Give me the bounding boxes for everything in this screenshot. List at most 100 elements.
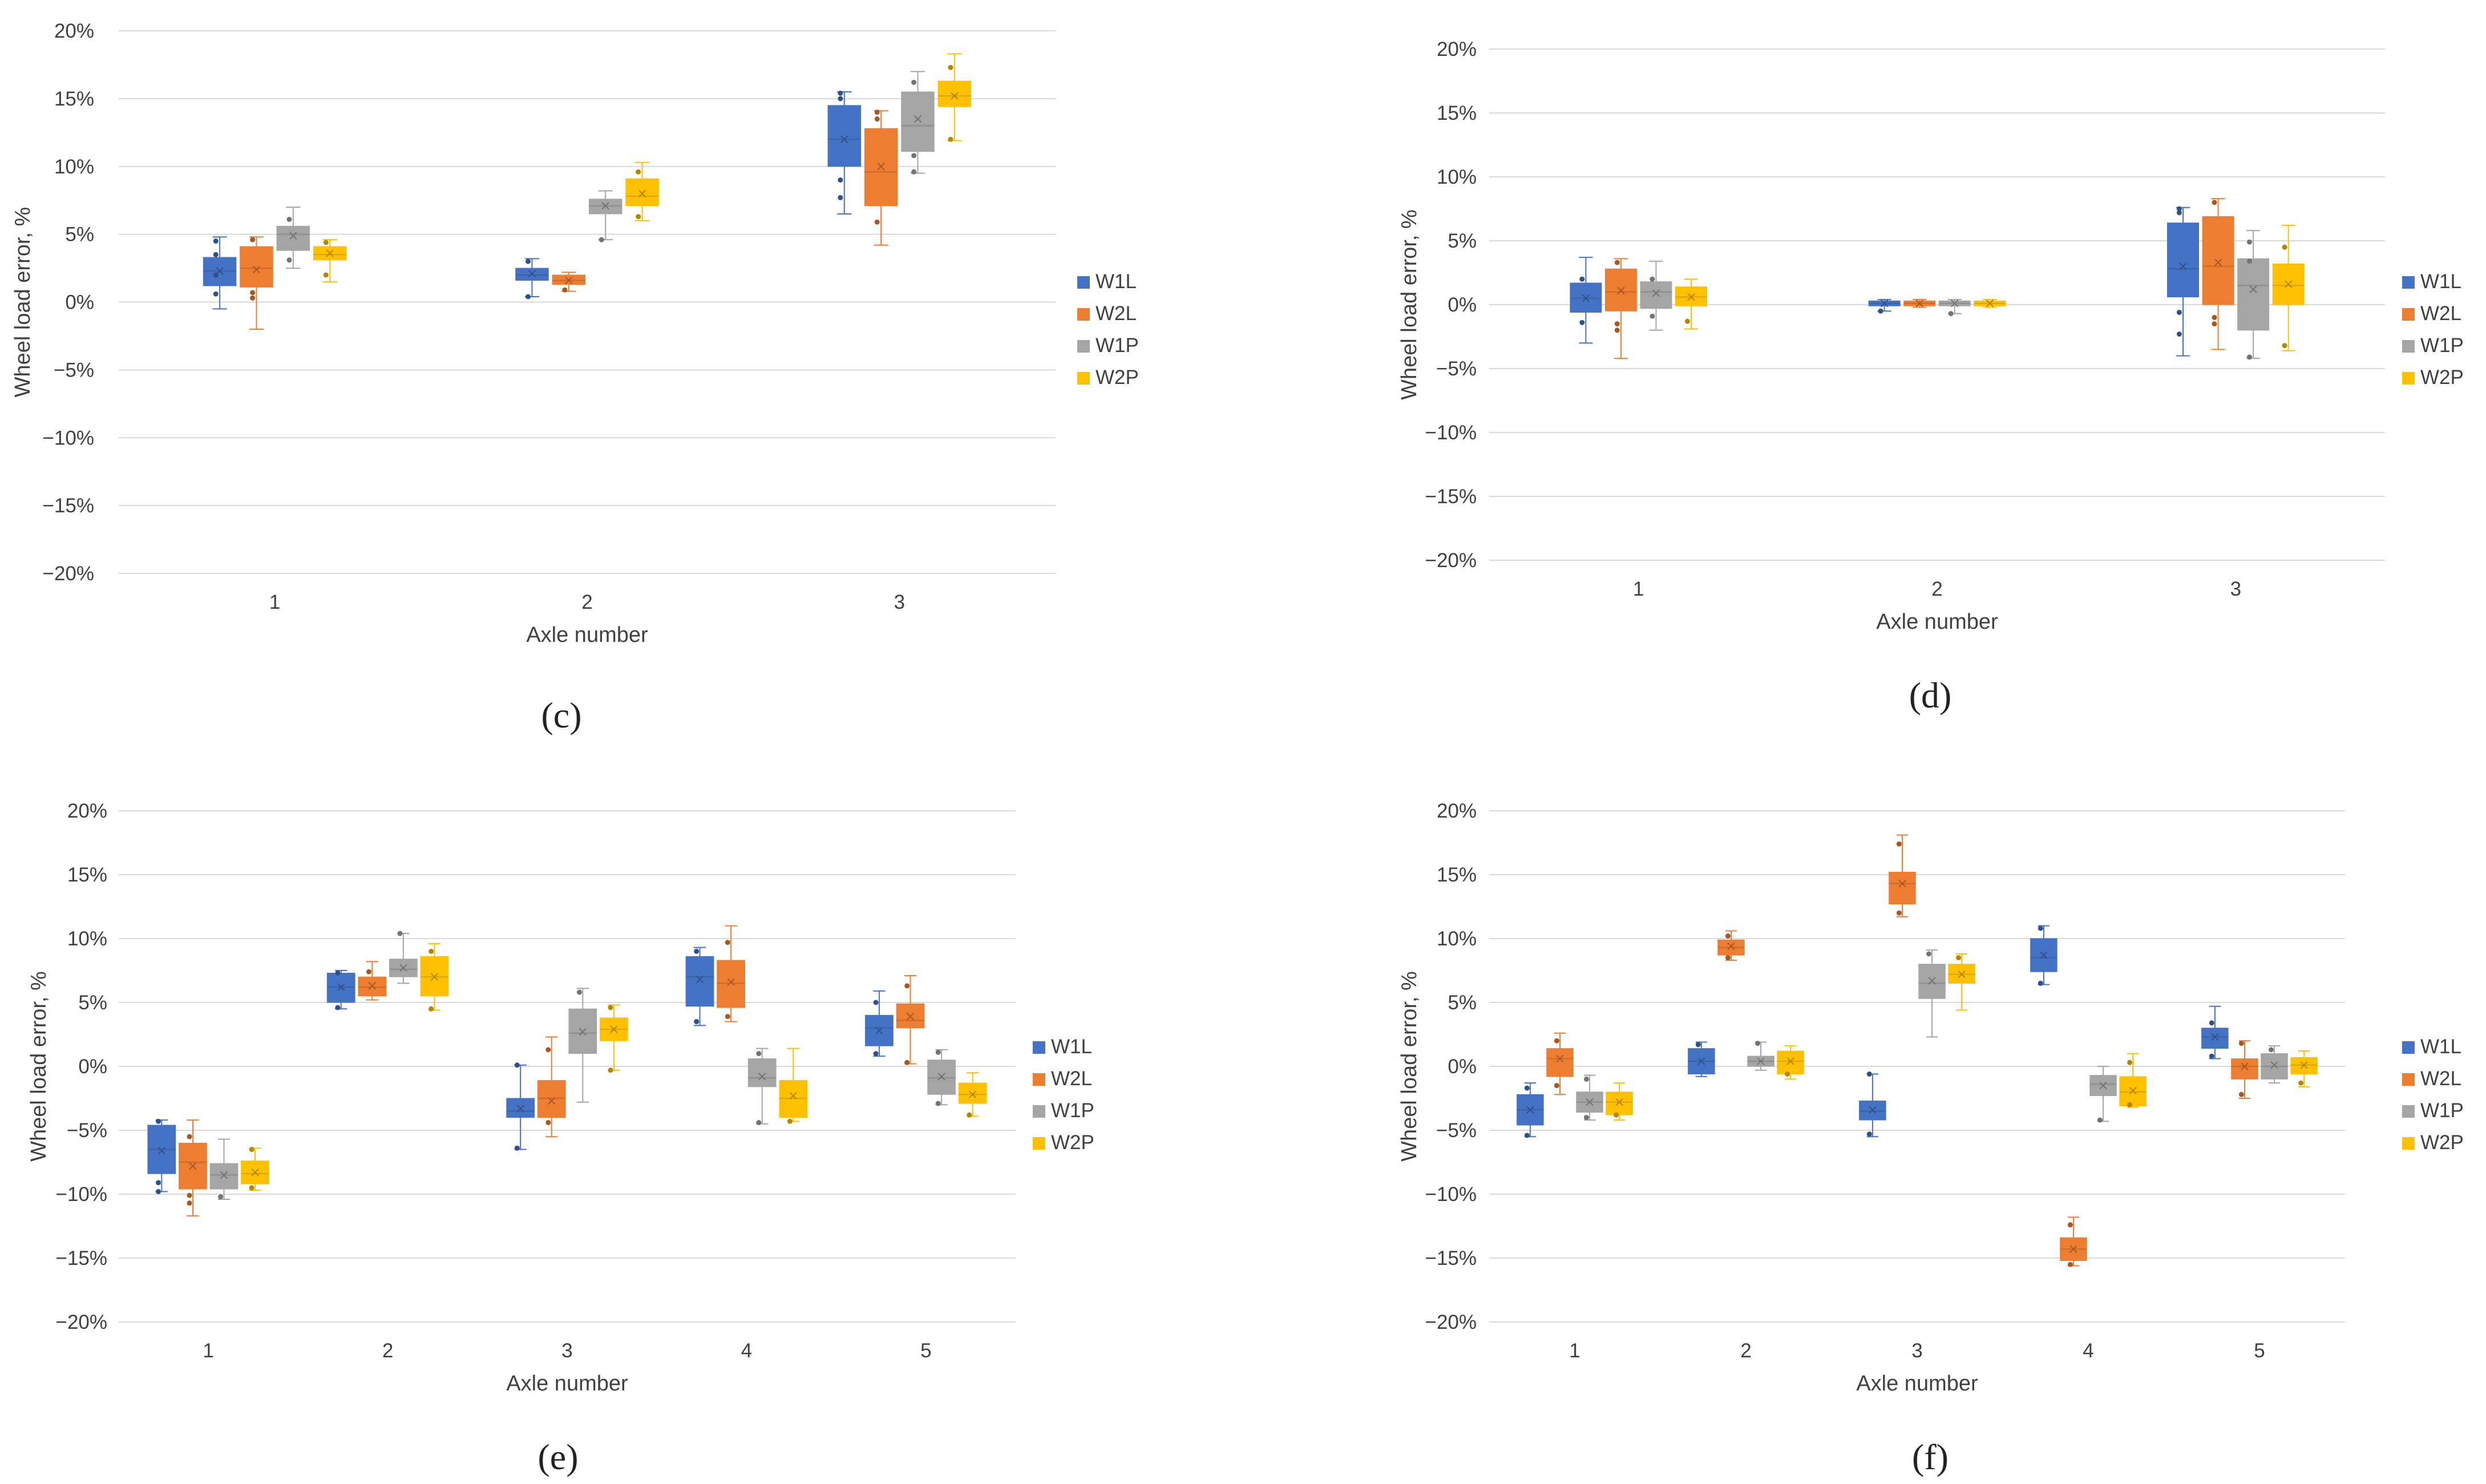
mean-marker [1556,1054,1564,1063]
box-iqr [717,960,745,1008]
mean-marker [1586,1098,1594,1106]
box-W2L-axle-1 [179,1119,207,1217]
box-W1P-axle-3 [2237,230,2270,360]
y-tick-label: −20% [1425,1311,1477,1333]
legend-label-W1L: W1L [1096,270,1137,293]
legend-label-W2P: W2P [1096,366,1139,389]
box-iqr [2237,258,2270,331]
legend-label-W1L: W1L [2420,270,2461,293]
x-tick-label: 2 [1931,578,1942,600]
mean-marker [579,1028,587,1036]
legend-swatch-W1P [2402,340,2415,353]
y-tick-label: −5% [54,359,94,381]
mean-marker [2129,1086,2137,1095]
data-point [429,1006,434,1012]
data-point [608,1067,613,1073]
box-iqr [958,1082,987,1104]
mean-marker [1986,300,1994,308]
mean-marker [875,1026,883,1034]
box-W1P-axle-3 [568,988,597,1103]
box-W2P-axle-3 [2272,225,2305,351]
legend-label-W2L: W2L [2420,302,2461,325]
data-point [1725,933,1731,939]
x-tick-label: 3 [2230,578,2241,600]
data-point [2247,258,2253,264]
data-point [2212,314,2217,320]
data-point [904,983,910,989]
mean-marker [1615,1098,1623,1106]
mean-marker [906,1012,915,1021]
data-point [526,294,531,300]
data-point [155,1118,161,1124]
mean-marker [1617,286,1625,295]
mean-marker [368,982,377,990]
box-W1L-axle-1 [203,236,237,310]
legend-label-W1P: W1P [1051,1099,1094,1122]
data-point [911,169,917,175]
y-tick-label: 0% [1448,1056,1477,1078]
mean-marker [877,163,885,171]
y-axis-title: Wheel load error, % [1397,209,1421,400]
data-point [187,1134,192,1139]
y-tick-label: 20% [1437,38,1477,60]
y-tick-label: −5% [1436,358,1477,380]
data-point [286,216,292,222]
data-point [911,79,917,85]
x-axis-title: Axle number [506,1372,628,1396]
box-W2P-axle-4 [2119,1053,2147,1108]
data-point [213,272,219,278]
box-W2P-axle-3 [600,1004,628,1073]
box-W2L-axle-5 [2231,1040,2258,1099]
box-W1L-axle-4 [685,947,714,1026]
data-point [1524,1133,1530,1138]
data-point [948,64,953,70]
box-W1L-axle-1 [1517,1082,1544,1138]
chart-panel-e: 20% 15% 10% 5% 0% −5% −10% −15% −20% 1 2 3 4 5 Axle nu… [27,800,1094,1477]
mean-marker [2069,1245,2077,1253]
y-tick-label: 10% [54,156,94,178]
box-iqr [2231,1058,2258,1079]
data-point [1866,1131,1872,1137]
box-W2L-axle-2 [1717,930,1745,961]
y-tick-label: 20% [1437,800,1477,822]
box-W2L-axle-1 [240,236,273,330]
y-tick-label: 15% [1437,102,1477,124]
box-W1L-axle-3 [506,1062,535,1151]
data-point [874,110,880,115]
data-point [1948,311,1954,317]
box-W2P-axle-1 [1606,1082,1633,1121]
mean-marker [399,964,407,972]
x-axis-title: Axle number [1876,610,1998,634]
legend-swatch-W1L [1077,276,1090,289]
box-iqr [358,976,387,997]
x-tick-label: 2 [581,591,592,613]
box-iqr [537,1080,566,1118]
mean-marker [516,1105,524,1113]
data-point [1785,1071,1790,1077]
legend: W1L W2L W1P W2P [1033,1036,1094,1154]
mean-marker [1697,1057,1705,1065]
legend-swatch-W2L [2402,1073,2415,1086]
panel-label-d: (d) [1909,675,1952,715]
box-iqr [240,246,273,288]
mean-marker [289,232,297,240]
y-tick-label: −15% [56,1247,108,1269]
box-W1P-axle-4 [747,1048,777,1126]
data-point [1524,1085,1530,1091]
x-tick-label: 1 [1569,1340,1580,1362]
data-point [2209,1053,2214,1059]
legend-label-W2L: W2L [1096,302,1137,325]
box-iqr [747,1058,777,1087]
mean-marker [1757,1057,1765,1065]
box-W1P-axle-1 [1640,260,1672,331]
data-point [694,948,700,954]
data-point [756,1120,762,1126]
mean-marker [937,1073,945,1081]
box-W1L-axle-2 [515,258,549,300]
mean-marker [430,973,439,981]
box-W1L-axle-2 [1868,299,1901,314]
y-tick-label: −15% [1425,1247,1477,1269]
panel-label-c: (c) [541,695,581,735]
mean-marker [2300,1061,2308,1069]
x-tick-label: 3 [1911,1340,1922,1362]
